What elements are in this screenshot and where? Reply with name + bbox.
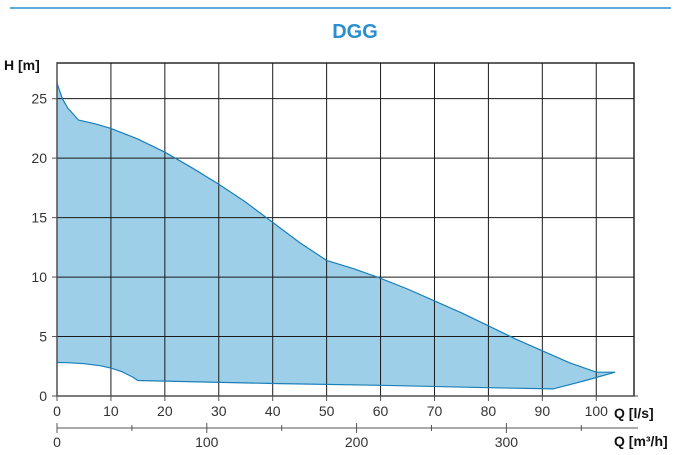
x2-tick-label: 200 <box>345 434 369 450</box>
x-tick-label: 40 <box>265 403 281 419</box>
x-tick-label: 90 <box>535 403 551 419</box>
x-axis-ls: 0 10 20 30 40 50 60 70 80 90 100 <box>53 395 638 419</box>
plot-area <box>56 62 635 397</box>
outline-group <box>56 83 616 390</box>
y-tick-label: 20 <box>31 150 47 166</box>
x-tick-label: 20 <box>157 403 173 419</box>
y-tick-label: 15 <box>31 210 47 226</box>
x-tick-label: 10 <box>103 403 119 419</box>
y-tick-label: 25 <box>31 91 47 107</box>
y-tick-label: 0 <box>39 388 47 404</box>
x-tick-label: 60 <box>373 403 389 419</box>
grid-group <box>56 62 635 397</box>
y-tick-label: 10 <box>31 269 47 285</box>
x2-tick-label: 0 <box>53 434 61 450</box>
x-tick-label: 70 <box>427 403 443 419</box>
x-tick-label: 30 <box>211 403 227 419</box>
x-tick-label: 50 <box>319 403 335 419</box>
lower-curve <box>56 361 616 390</box>
x2-tick-label: 100 <box>195 434 219 450</box>
operating-area <box>57 83 616 389</box>
area-fill-group <box>57 83 616 389</box>
x-tick-label: 100 <box>585 403 609 419</box>
x-tick-label: 0 <box>53 403 61 419</box>
y-tick-label: 5 <box>39 329 47 345</box>
x-axis-label-ls: Q [l/s] <box>614 405 654 421</box>
y-axis: 0 5 10 15 20 25 <box>31 63 58 404</box>
x-axis-m3h: 0 100 200 300 <box>53 423 638 450</box>
x-tick-label: 80 <box>481 403 497 419</box>
x2-tick-label: 300 <box>495 434 519 450</box>
chart-title: DGG <box>332 21 378 43</box>
y-axis-label: H [m] <box>4 57 40 73</box>
x-axis-label-m3h: Q [m³/h] <box>614 433 668 449</box>
upper-curve <box>56 83 616 373</box>
